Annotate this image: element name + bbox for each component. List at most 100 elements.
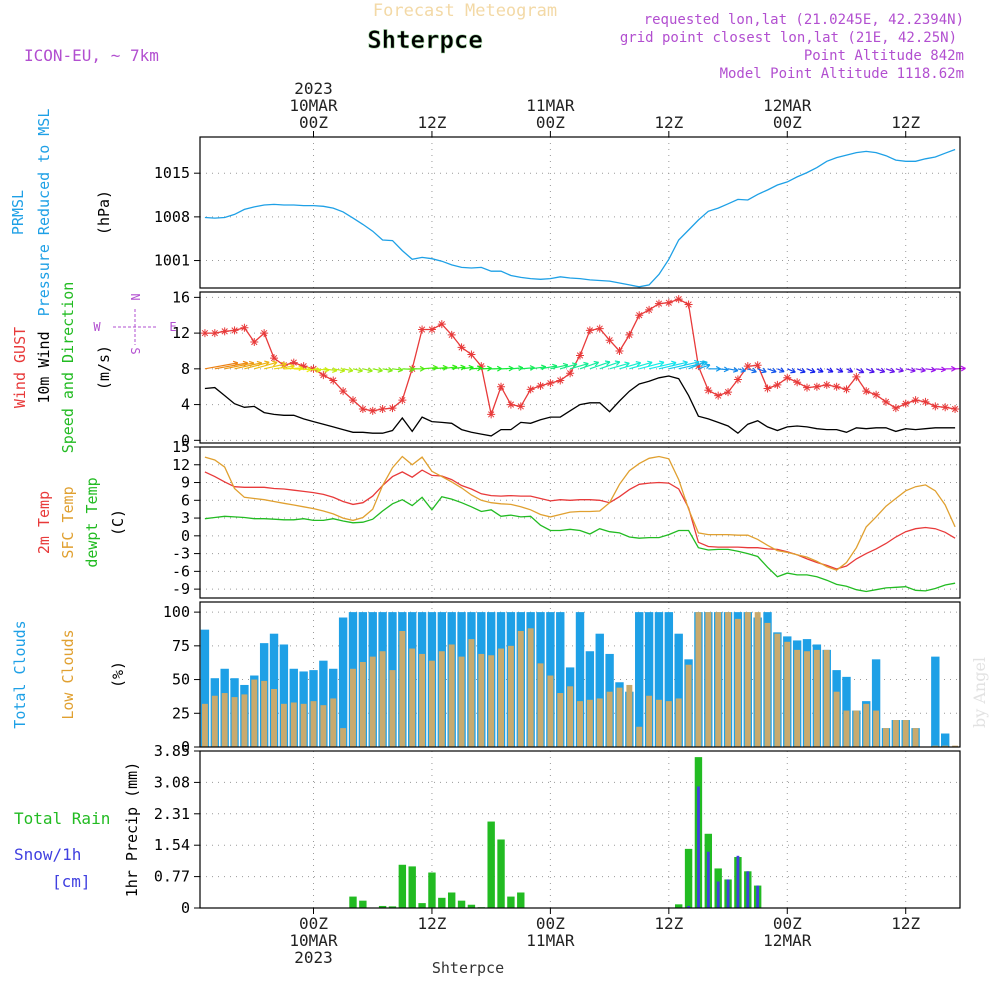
- bar-total-rain: [438, 897, 446, 908]
- grid-coords: grid point closest lon,lat (21E, 42.25N): [620, 30, 957, 46]
- panel-label: PRMSL: [9, 190, 27, 235]
- gust-marker: [753, 361, 762, 370]
- wind-arrow-head: [827, 367, 834, 373]
- wind-arrow: [639, 361, 665, 370]
- bar-low-clouds: [902, 720, 909, 747]
- bar-low-clouds: [468, 639, 475, 747]
- compass-rose: N W E S: [93, 293, 176, 354]
- gust-marker: [595, 324, 604, 333]
- gust-marker: [388, 404, 397, 413]
- gust-marker: [635, 311, 644, 320]
- gust-marker: [951, 405, 960, 414]
- gust-marker: [556, 376, 565, 385]
- wind-arrow: [866, 368, 875, 373]
- gust-marker: [743, 362, 752, 371]
- y-tick-label: 3.08: [154, 773, 190, 791]
- bar-low-clouds: [586, 699, 593, 747]
- bar-total-clouds: [556, 612, 565, 747]
- bar-low-clouds: [616, 687, 623, 747]
- y-tick-label: 1015: [154, 164, 190, 182]
- gust-marker: [881, 397, 890, 406]
- y-tick-label: 12: [172, 456, 190, 474]
- gust-marker: [891, 404, 900, 413]
- bar-low-clouds: [409, 648, 416, 747]
- wind-arrow-head: [940, 366, 946, 373]
- wind-arrow: [303, 368, 321, 371]
- top-time-label: 11MAR: [526, 96, 575, 115]
- gust-marker: [585, 326, 594, 335]
- wind-arrow-head: [487, 365, 493, 372]
- gust-marker: [230, 326, 239, 335]
- bar-low-clouds: [754, 612, 761, 747]
- bar-low-clouds: [567, 686, 574, 747]
- bar-total-rain: [447, 892, 456, 908]
- gust-marker: [260, 329, 269, 338]
- point-altitude: Point Altitude 842m: [804, 48, 964, 64]
- gust-marker: [724, 388, 733, 397]
- gust-marker: [536, 381, 545, 390]
- bar-low-clouds: [804, 651, 810, 747]
- gust-marker: [447, 330, 456, 339]
- bottom-time-label: 11MAR: [526, 931, 575, 950]
- gust-marker: [467, 350, 476, 359]
- bar-low-clouds: [932, 745, 939, 747]
- temperature-frame: [199, 446, 961, 599]
- wind-arrow: [264, 363, 287, 370]
- wind-arrow: [905, 368, 916, 372]
- bottom-time-label: 12MAR: [763, 931, 812, 950]
- model-label: ICON-EU, ~ 7km: [24, 46, 159, 65]
- bar-total-clouds: [871, 659, 881, 747]
- bar-total-clouds: [941, 733, 950, 747]
- bar-low-clouds: [340, 728, 347, 747]
- bar-total-clouds: [200, 629, 210, 747]
- bottom-time-label: 12Z: [417, 914, 446, 933]
- panel-label: dewpt Temp: [83, 477, 101, 567]
- wind-arrow: [698, 364, 711, 370]
- gust-marker: [615, 346, 624, 355]
- wind-arrow-head: [818, 367, 824, 373]
- wind-arrow: [589, 361, 611, 370]
- wind-arrow: [727, 368, 739, 372]
- series-line-2: [204, 495, 956, 593]
- bar-low-clouds: [211, 695, 218, 747]
- wind-arrow-head: [837, 367, 844, 373]
- gust-marker: [793, 378, 802, 387]
- wind-arrow: [540, 365, 558, 370]
- wind-arrow: [471, 367, 482, 370]
- gust-marker: [437, 320, 446, 329]
- bar-total-rain: [487, 821, 495, 908]
- wind-arrow: [214, 362, 248, 370]
- y-tick-label: 4: [181, 396, 190, 414]
- bottom-time-label: 00Z: [773, 914, 802, 933]
- gust-marker: [368, 406, 377, 415]
- wind-arrow-head: [281, 361, 287, 368]
- panel-unit: (C): [109, 509, 127, 536]
- bar-snow-h: [697, 786, 700, 908]
- y-tick-label: 1008: [154, 208, 190, 226]
- wind-frame: [199, 291, 961, 444]
- wind-arrow-head: [761, 367, 767, 374]
- bar-low-clouds: [221, 693, 228, 747]
- gust-marker: [220, 327, 229, 336]
- y-tick-label: 8: [181, 360, 190, 378]
- y-tick-label: 1.54: [154, 836, 190, 854]
- clouds-panel: 0 25 50 75 100 Total Clouds Low Clouds (%): [11, 601, 961, 756]
- panel-label: [cm]: [52, 872, 91, 891]
- y-tick-label: 0.77: [154, 868, 190, 886]
- bar-low-clouds: [656, 699, 662, 747]
- top-time-label: 12Z: [417, 113, 446, 132]
- wind-arrow-head: [347, 367, 354, 373]
- wind-arrow-head: [723, 366, 729, 373]
- y-tick-label: 2.31: [154, 805, 190, 823]
- y-tick-label: 15: [172, 438, 190, 456]
- wind-arrow-head: [800, 367, 806, 374]
- gust-marker: [299, 362, 308, 371]
- bottom-time-label: 2023: [294, 948, 333, 967]
- wind-arrow: [224, 362, 255, 370]
- compass-w: W: [93, 320, 101, 334]
- gust-marker: [427, 325, 436, 334]
- footer-station: Shterpce: [432, 959, 504, 977]
- bottom-time-label: 10MAR: [289, 931, 338, 950]
- bar-low-clouds: [537, 663, 544, 747]
